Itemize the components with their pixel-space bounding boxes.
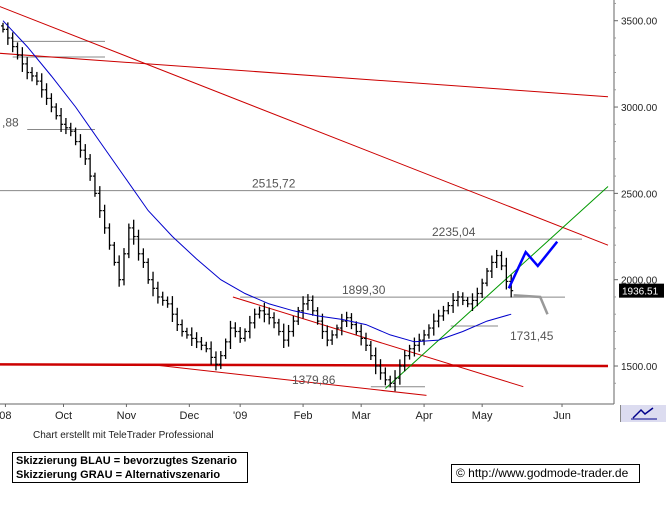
blue-scenario-line — [507, 240, 559, 289]
price-chart: 2515,72 2235,04 1899,30 1731,45 1379,86 ,88 1… — [0, 0, 664, 422]
x-tick-label: Apr — [416, 410, 433, 422]
trendline — [232, 296, 524, 388]
chart-credit: Chart erstellt mit TeleTrader Profession… — [33, 430, 214, 441]
x-tick-label: May — [472, 410, 493, 422]
trendline — [0, 52, 609, 98]
x-tick-label: Feb — [294, 410, 313, 422]
x-tick-label: 08 — [0, 410, 12, 422]
x-tick-label: Mar — [352, 410, 371, 422]
x-tick-label: Nov — [117, 410, 137, 422]
gray-scenario-line — [513, 293, 549, 315]
legend-gray-scenario: Skizzierung GRAU = Alternativszenario — [16, 469, 221, 481]
level-label: 1379,86 — [292, 373, 336, 387]
x-tick-label: '09 — [233, 410, 247, 422]
moving-average-line — [2, 20, 512, 343]
trendline — [0, 363, 609, 368]
trendline — [385, 186, 609, 389]
trendline — [0, 6, 609, 246]
level-label: 2515,72 — [252, 177, 296, 191]
y-tick-label: 3000.00 — [621, 103, 658, 114]
level-label: ,88 — [2, 115, 19, 129]
chart-nav-icon[interactable] — [621, 405, 666, 422]
legend-blue-scenario: Skizzierung BLAU = bevorzugtes Szenario — [16, 455, 237, 467]
y-tick-label: 2000.00 — [621, 276, 658, 287]
y-tick-label: 1500.00 — [621, 362, 658, 373]
level-label: 1731,45 — [510, 329, 554, 343]
scenario-legend: Skizzierung BLAU = bevorzugtes Szenario … — [12, 452, 248, 483]
chart-nav-control[interactable] — [620, 405, 666, 422]
x-tick-label: Jun — [553, 410, 571, 422]
current-price-label: 1936.51 — [622, 287, 659, 298]
level-label: 1899,30 — [342, 283, 386, 297]
x-tick-label: Dec — [180, 410, 200, 422]
level-label: 2235,04 — [432, 225, 476, 239]
y-tick-label: 2500.00 — [621, 189, 658, 200]
y-tick-label: 3500.00 — [621, 17, 658, 28]
x-tick-label: Oct — [55, 410, 72, 422]
website-link[interactable]: © http://www.godmode-trader.de — [451, 464, 640, 483]
plot-area — [0, 0, 614, 404]
trendline — [148, 363, 427, 396]
current-price-tag — [619, 283, 664, 298]
